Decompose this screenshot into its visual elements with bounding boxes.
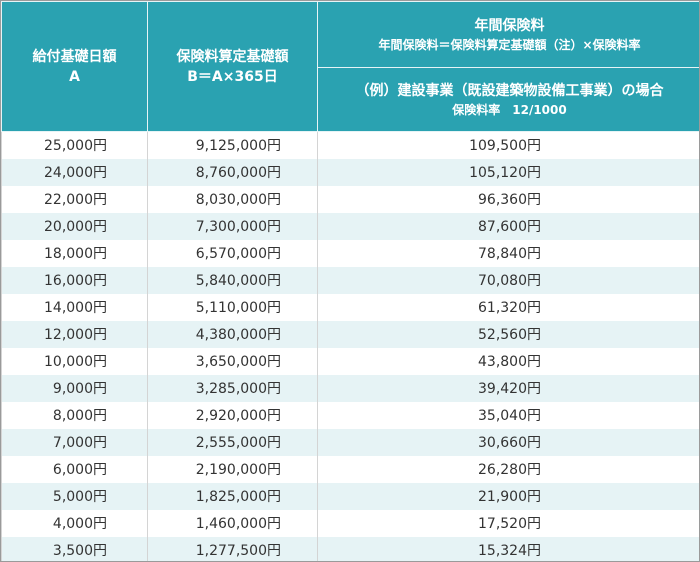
table-row: 24,000円 8,760,000円 105,120円: [1, 158, 699, 186]
cell-annual-premium: 61,320円: [317, 293, 699, 321]
header-annual-premium-formula: 年間保険料＝保険料算定基礎額（注）×保険料率: [378, 37, 641, 52]
table-body: 25,000円 9,125,000円 109,500円 24,000円 8,76…: [1, 131, 699, 561]
header-daily-benefit-label: 給付基礎日額: [32, 48, 117, 65]
cell-daily-benefit: 22,000円: [1, 185, 148, 213]
header-example-label: （例）建設事業（既設建築物設備工事業）の場合: [355, 82, 664, 99]
table-row: 4,000円 1,460,000円 17,520円: [1, 509, 699, 537]
cell-premium-base: 8,030,000円: [147, 185, 318, 213]
cell-premium-base: 2,555,000円: [147, 428, 318, 456]
cell-premium-base: 2,190,000円: [147, 455, 318, 483]
cell-daily-benefit: 5,000円: [1, 482, 148, 510]
cell-premium-base: 1,825,000円: [147, 482, 318, 510]
cell-daily-benefit: 25,000円: [1, 131, 148, 159]
cell-daily-benefit: 18,000円: [1, 239, 148, 267]
cell-daily-benefit: 3,500円: [1, 536, 148, 561]
table-row: 6,000円 2,190,000円 26,280円: [1, 455, 699, 483]
cell-annual-premium: 109,500円: [317, 131, 699, 159]
cell-premium-base: 4,380,000円: [147, 320, 318, 348]
cell-premium-base: 6,570,000円: [147, 239, 318, 267]
cell-annual-premium: 21,900円: [317, 482, 699, 510]
cell-annual-premium: 52,560円: [317, 320, 699, 348]
cell-annual-premium: 70,080円: [317, 266, 699, 294]
cell-annual-premium: 30,660円: [317, 428, 699, 456]
header-daily-benefit-symbol: A: [69, 68, 80, 85]
header-daily-benefit: 給付基礎日額 A: [1, 1, 148, 132]
cell-premium-base: 2,920,000円: [147, 401, 318, 429]
table-header: 給付基礎日額 A 保険料算定基礎額 B＝A×365日 年間保険料 年間保険料＝保…: [1, 1, 699, 132]
cell-annual-premium: 87,600円: [317, 212, 699, 240]
cell-premium-base: 3,650,000円: [147, 347, 318, 375]
table-row: 20,000円 7,300,000円 87,600円: [1, 212, 699, 240]
cell-premium-base: 7,300,000円: [147, 212, 318, 240]
table-row: 5,000円 1,825,000円 21,900円: [1, 482, 699, 510]
cell-premium-base: 5,110,000円: [147, 293, 318, 321]
cell-daily-benefit: 10,000円: [1, 347, 148, 375]
table-row: 14,000円 5,110,000円 61,320円: [1, 293, 699, 321]
cell-daily-benefit: 12,000円: [1, 320, 148, 348]
table-row: 22,000円 8,030,000円 96,360円: [1, 185, 699, 213]
cell-daily-benefit: 20,000円: [1, 212, 148, 240]
table-row: 12,000円 4,380,000円 52,560円: [1, 320, 699, 348]
cell-annual-premium: 17,520円: [317, 509, 699, 537]
cell-annual-premium: 43,800円: [317, 347, 699, 375]
table-row: 10,000円 3,650,000円 43,800円: [1, 347, 699, 375]
cell-daily-benefit: 7,000円: [1, 428, 148, 456]
table-row: 8,000円 2,920,000円 35,040円: [1, 401, 699, 429]
cell-premium-base: 3,285,000円: [147, 374, 318, 402]
cell-daily-benefit: 14,000円: [1, 293, 148, 321]
cell-daily-benefit: 16,000円: [1, 266, 148, 294]
header-example: （例）建設事業（既設建築物設備工事業）の場合 保険料率 12/1000: [317, 67, 699, 132]
cell-annual-premium: 96,360円: [317, 185, 699, 213]
header-premium-base: 保険料算定基礎額 B＝A×365日: [147, 1, 318, 132]
cell-annual-premium: 26,280円: [317, 455, 699, 483]
header-premium-base-formula: B＝A×365日: [187, 68, 278, 85]
cell-annual-premium: 35,040円: [317, 401, 699, 429]
cell-premium-base: 1,277,500円: [147, 536, 318, 561]
table-row: 16,000円 5,840,000円 70,080円: [1, 266, 699, 294]
cell-annual-premium: 39,420円: [317, 374, 699, 402]
cell-premium-base: 1,460,000円: [147, 509, 318, 537]
header-premium-base-label: 保険料算定基礎額: [176, 48, 289, 65]
table-row: 18,000円 6,570,000円 78,840円: [1, 239, 699, 267]
cell-annual-premium: 78,840円: [317, 239, 699, 267]
cell-daily-benefit: 6,000円: [1, 455, 148, 483]
cell-premium-base: 8,760,000円: [147, 158, 318, 186]
cell-premium-base: 9,125,000円: [147, 131, 318, 159]
cell-annual-premium: 15,324円: [317, 536, 699, 561]
header-example-rate: 保険料率 12/1000: [452, 102, 567, 117]
table-row: 3,500円 1,277,500円 15,324円: [1, 536, 699, 561]
cell-daily-benefit: 8,000円: [1, 401, 148, 429]
table-row: 25,000円 9,125,000円 109,500円: [1, 131, 699, 159]
cell-daily-benefit: 4,000円: [1, 509, 148, 537]
cell-daily-benefit: 24,000円: [1, 158, 148, 186]
table-row: 9,000円 3,285,000円 39,420円: [1, 374, 699, 402]
cell-daily-benefit: 9,000円: [1, 374, 148, 402]
header-annual-premium: 年間保険料 年間保険料＝保険料算定基礎額（注）×保険料率: [317, 1, 699, 68]
cell-premium-base: 5,840,000円: [147, 266, 318, 294]
table-row: 7,000円 2,555,000円 30,660円: [1, 428, 699, 456]
header-annual-premium-title: 年間保険料: [474, 17, 545, 34]
cell-annual-premium: 105,120円: [317, 158, 699, 186]
